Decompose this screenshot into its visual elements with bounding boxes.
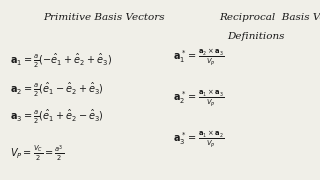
Text: Reciprocal  Basis Vectors: Reciprocal Basis Vectors xyxy=(219,13,320,22)
Text: $\mathbf{a}_2^* = \frac{\mathbf{a}_1 \times \mathbf{a}_3}{V_P}$: $\mathbf{a}_2^* = \frac{\mathbf{a}_1 \ti… xyxy=(173,89,224,109)
Text: $\mathbf{a}_3 = \frac{a}{2}(\hat{e}_1+\hat{e}_2 - \hat{e}_3)$: $\mathbf{a}_3 = \frac{a}{2}(\hat{e}_1+\h… xyxy=(10,108,103,126)
Text: $\mathbf{a}_3^* = \frac{\mathbf{a}_1 \times \mathbf{a}_2}{V_P}$: $\mathbf{a}_3^* = \frac{\mathbf{a}_1 \ti… xyxy=(173,130,224,150)
Text: $\mathbf{a}_1 = \frac{a}{2}(-\hat{e}_1+\hat{e}_2 + \hat{e}_3)$: $\mathbf{a}_1 = \frac{a}{2}(-\hat{e}_1+\… xyxy=(10,52,112,70)
Text: $\mathbf{a}_1^* = \frac{\mathbf{a}_2 \times \mathbf{a}_3}{V_P}$: $\mathbf{a}_1^* = \frac{\mathbf{a}_2 \ti… xyxy=(173,48,224,68)
Text: $V_P = \frac{V_C}{2} = \frac{a^3}{2}$: $V_P = \frac{V_C}{2} = \frac{a^3}{2}$ xyxy=(10,143,64,163)
Text: Primitive Basis Vectors: Primitive Basis Vectors xyxy=(43,13,165,22)
Text: $\mathbf{a}_2 = \frac{a}{2}(\hat{e}_1 - \hat{e}_2 + \hat{e}_3)$: $\mathbf{a}_2 = \frac{a}{2}(\hat{e}_1 - … xyxy=(10,81,103,99)
Text: Definitions: Definitions xyxy=(227,32,285,41)
